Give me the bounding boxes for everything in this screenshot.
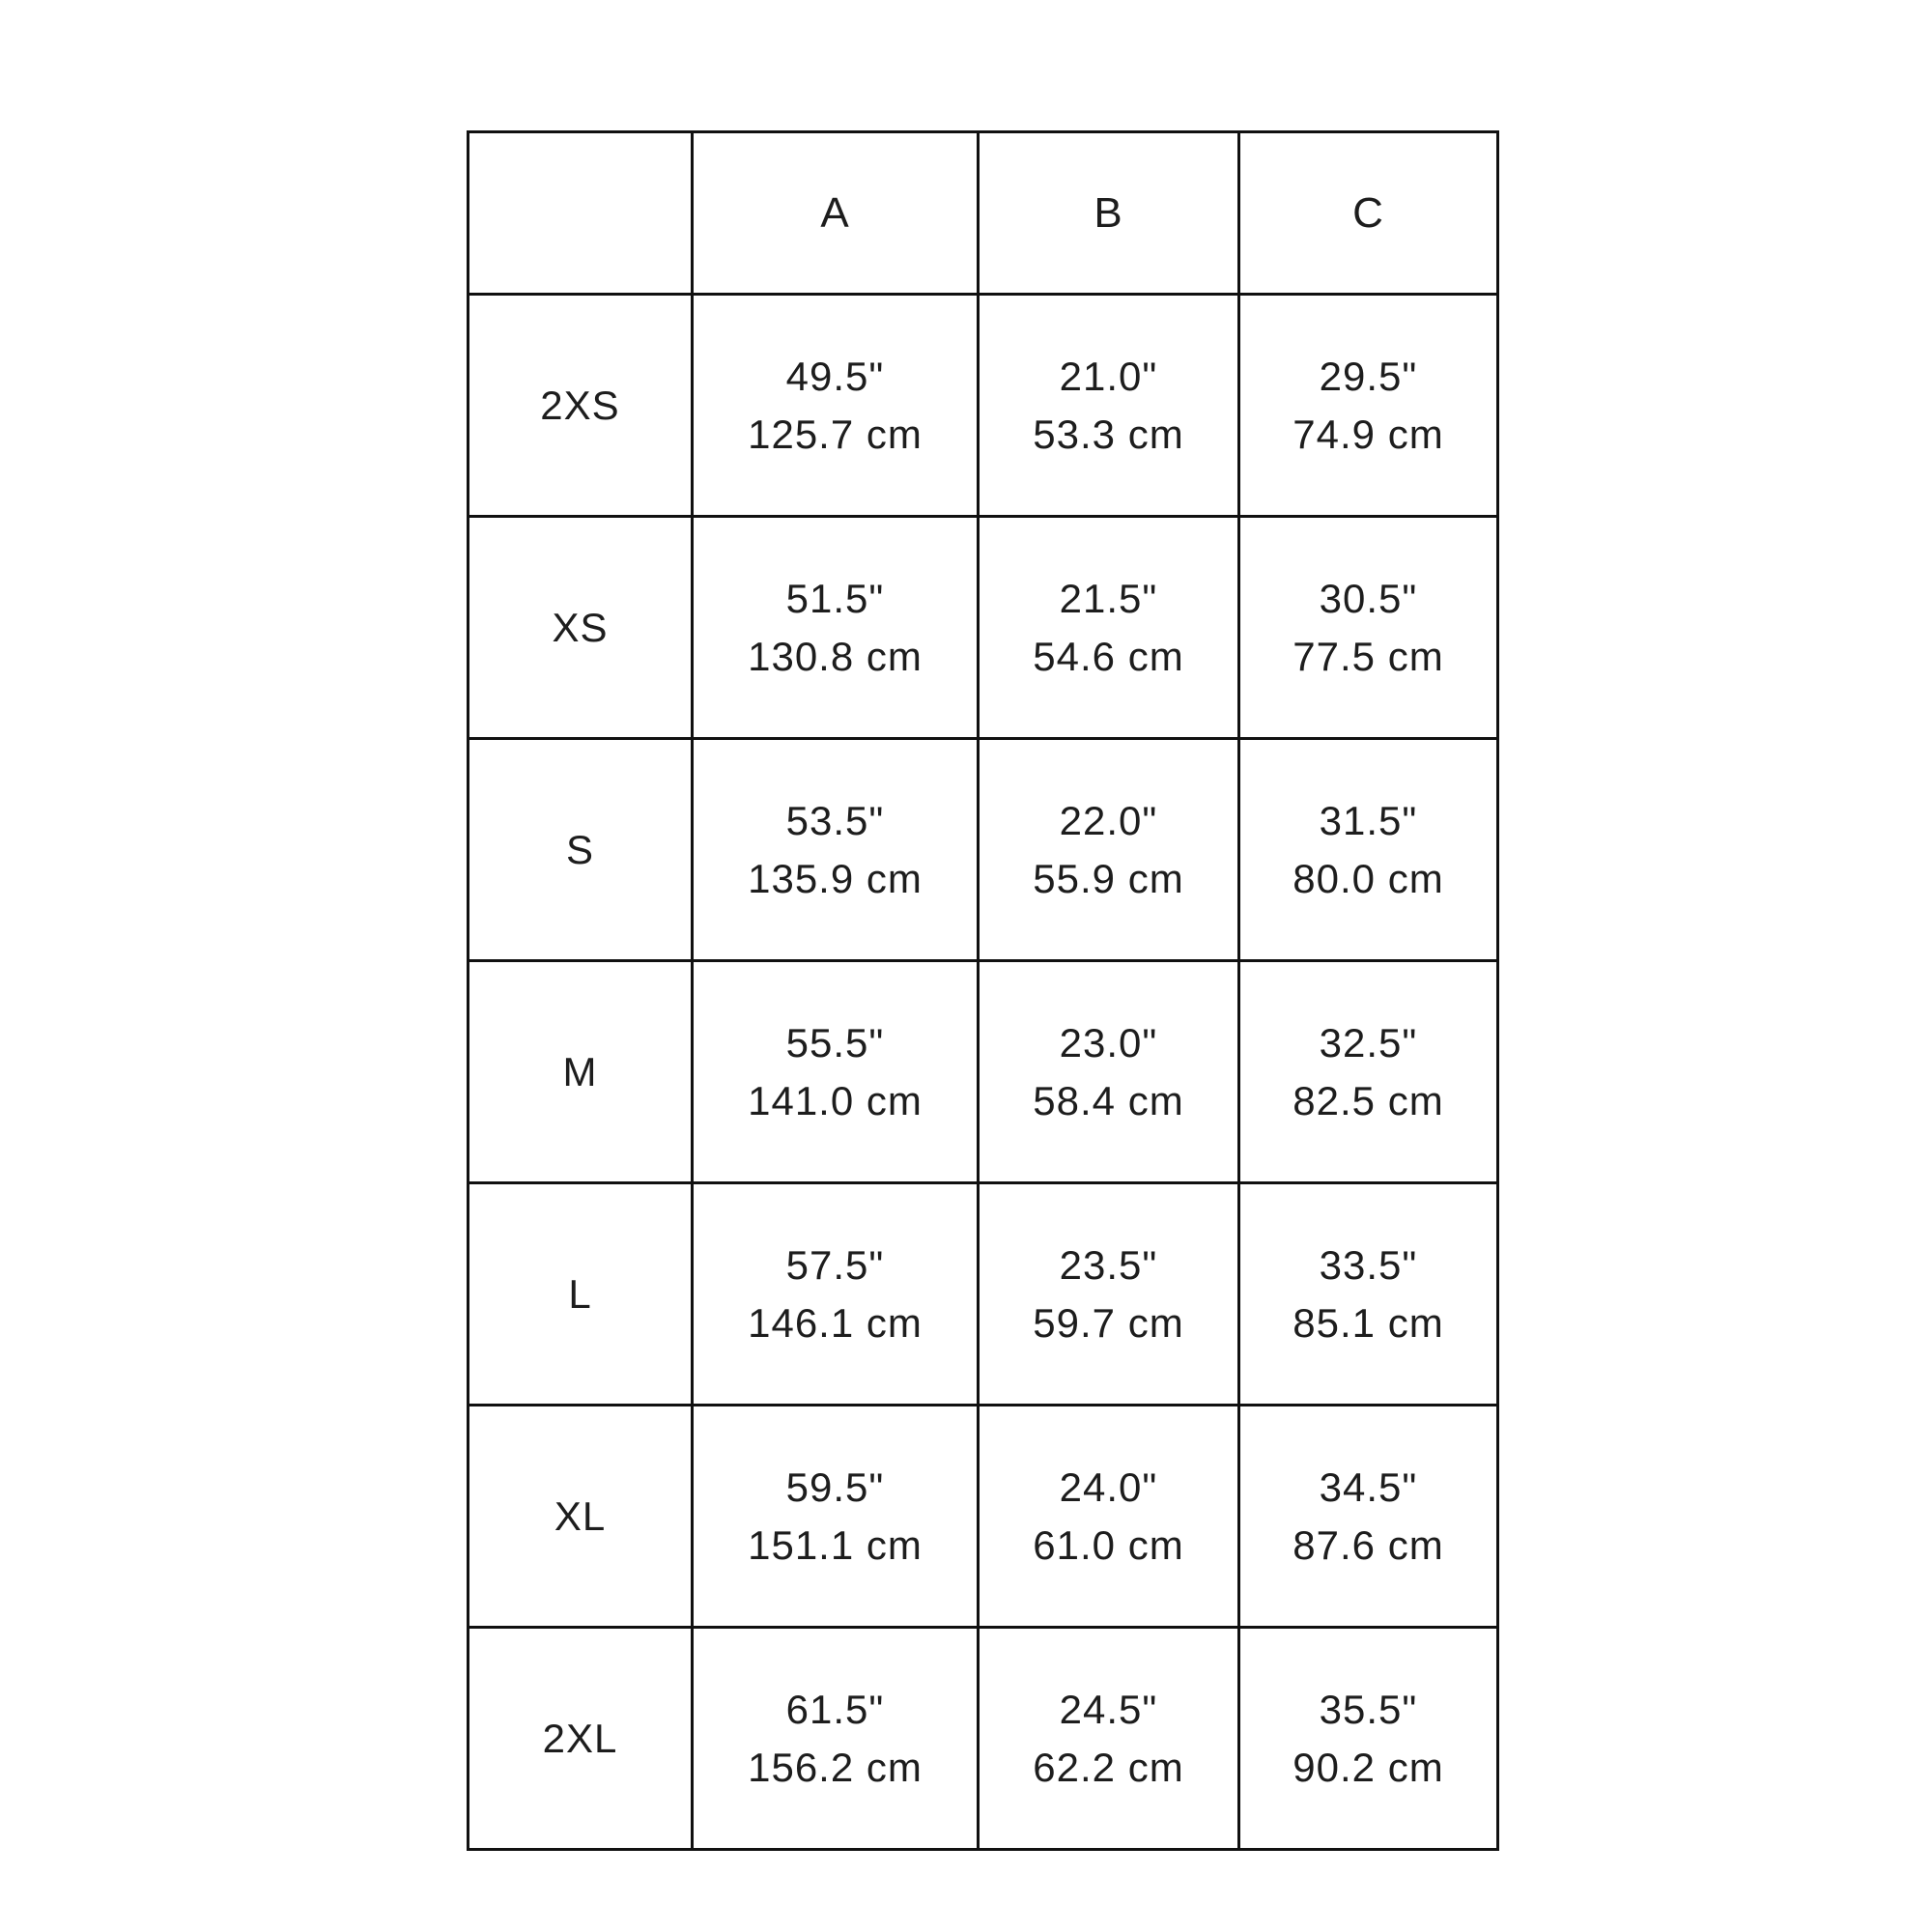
measurement-cell-c: 30.5" 77.5 cm [1237, 515, 1499, 740]
measurement-cell-b: 24.5" 62.2 cm [977, 1626, 1240, 1851]
cm-value: 80.0 cm [1293, 855, 1444, 901]
size-label: S [467, 737, 694, 962]
cm-value: 58.4 cm [1033, 1077, 1184, 1123]
cm-value: 55.9 cm [1033, 855, 1184, 901]
cm-value: 125.7 cm [748, 411, 923, 457]
cm-value: 62.2 cm [1033, 1744, 1184, 1790]
inches-value: 59.5" [785, 1463, 885, 1510]
size-label: XS [467, 515, 694, 740]
inches-value: 35.5" [1319, 1686, 1418, 1732]
inches-value: 30.5" [1319, 575, 1418, 621]
cm-value: 87.6 cm [1293, 1521, 1444, 1568]
measurement-cell-b: 23.5" 59.7 cm [977, 1181, 1240, 1406]
measurement-cell-b: 24.0" 61.0 cm [977, 1404, 1240, 1629]
measurement-cell-c: 32.5" 82.5 cm [1237, 959, 1499, 1184]
inches-value: 21.0" [1059, 353, 1158, 399]
cm-value: 77.5 cm [1293, 633, 1444, 679]
inches-value: 21.5" [1059, 575, 1158, 621]
inches-value: 34.5" [1319, 1463, 1418, 1510]
inches-value: 31.5" [1319, 797, 1418, 843]
measurement-cell-c: 31.5" 80.0 cm [1237, 737, 1499, 962]
table-row-m: M 55.5" 141.0 cm 23.0" 58.4 cm 32.5" 82.… [467, 959, 1499, 1184]
cm-value: 156.2 cm [748, 1744, 923, 1790]
measurement-cell-a: 55.5" 141.0 cm [691, 959, 980, 1184]
header-row: A B C [467, 130, 1499, 296]
measurement-cell-a: 51.5" 130.8 cm [691, 515, 980, 740]
measurement-cell-a: 59.5" 151.1 cm [691, 1404, 980, 1629]
size-label: 2XS [467, 293, 694, 518]
measurement-cell-c: 33.5" 85.1 cm [1237, 1181, 1499, 1406]
cm-value: 53.3 cm [1033, 411, 1184, 457]
measurement-cell-b: 21.5" 54.6 cm [977, 515, 1240, 740]
measurement-cell-a: 53.5" 135.9 cm [691, 737, 980, 962]
table-row-l: L 57.5" 146.1 cm 23.5" 59.7 cm 33.5" 85.… [467, 1181, 1499, 1406]
measurement-cell-c: 35.5" 90.2 cm [1237, 1626, 1499, 1851]
size-label: L [467, 1181, 694, 1406]
inches-value: 24.5" [1059, 1686, 1158, 1732]
inches-value: 32.5" [1319, 1019, 1418, 1065]
measurement-cell-b: 23.0" 58.4 cm [977, 959, 1240, 1184]
inches-value: 61.5" [785, 1686, 885, 1732]
measurement-cell-c: 34.5" 87.6 cm [1237, 1404, 1499, 1629]
size-label: XL [467, 1404, 694, 1629]
cm-value: 141.0 cm [748, 1077, 923, 1123]
table-row-xl: XL 59.5" 151.1 cm 24.0" 61.0 cm 34.5" 87… [467, 1404, 1499, 1629]
measurement-cell-b: 22.0" 55.9 cm [977, 737, 1240, 962]
measurement-cell-b: 21.0" 53.3 cm [977, 293, 1240, 518]
inches-value: 57.5" [785, 1241, 885, 1288]
cm-value: 74.9 cm [1293, 411, 1444, 457]
corner-cell [467, 130, 694, 296]
inches-value: 23.0" [1059, 1019, 1158, 1065]
cm-value: 54.6 cm [1033, 633, 1184, 679]
cm-value: 130.8 cm [748, 633, 923, 679]
size-chart-table: A B C 2XS 49.5" 125.7 cm 21.0" 53.3 cm 2… [467, 130, 1499, 1851]
table-row-xs: XS 51.5" 130.8 cm 21.5" 54.6 cm 30.5" 77… [467, 515, 1499, 740]
inches-value: 53.5" [785, 797, 885, 843]
cm-value: 82.5 cm [1293, 1077, 1444, 1123]
inches-value: 23.5" [1059, 1241, 1158, 1288]
inches-value: 22.0" [1059, 797, 1158, 843]
column-header-a: A [691, 130, 980, 296]
inches-value: 33.5" [1319, 1241, 1418, 1288]
inches-value: 29.5" [1319, 353, 1418, 399]
cm-value: 146.1 cm [748, 1299, 923, 1346]
measurement-cell-c: 29.5" 74.9 cm [1237, 293, 1499, 518]
table-row-2xs: 2XS 49.5" 125.7 cm 21.0" 53.3 cm 29.5" 7… [467, 293, 1499, 518]
cm-value: 85.1 cm [1293, 1299, 1444, 1346]
cm-value: 61.0 cm [1033, 1521, 1184, 1568]
measurement-cell-a: 57.5" 146.1 cm [691, 1181, 980, 1406]
size-label: 2XL [467, 1626, 694, 1851]
cm-value: 59.7 cm [1033, 1299, 1184, 1346]
cm-value: 135.9 cm [748, 855, 923, 901]
measurement-cell-a: 49.5" 125.7 cm [691, 293, 980, 518]
column-header-c: C [1237, 130, 1499, 296]
size-label: M [467, 959, 694, 1184]
inches-value: 24.0" [1059, 1463, 1158, 1510]
inches-value: 55.5" [785, 1019, 885, 1065]
column-header-b: B [977, 130, 1240, 296]
table-row-2xl: 2XL 61.5" 156.2 cm 24.5" 62.2 cm 35.5" 9… [467, 1626, 1499, 1851]
inches-value: 51.5" [785, 575, 885, 621]
measurement-cell-a: 61.5" 156.2 cm [691, 1626, 980, 1851]
inches-value: 49.5" [785, 353, 885, 399]
cm-value: 151.1 cm [748, 1521, 923, 1568]
cm-value: 90.2 cm [1293, 1744, 1444, 1790]
table-row-s: S 53.5" 135.9 cm 22.0" 55.9 cm 31.5" 80.… [467, 737, 1499, 962]
